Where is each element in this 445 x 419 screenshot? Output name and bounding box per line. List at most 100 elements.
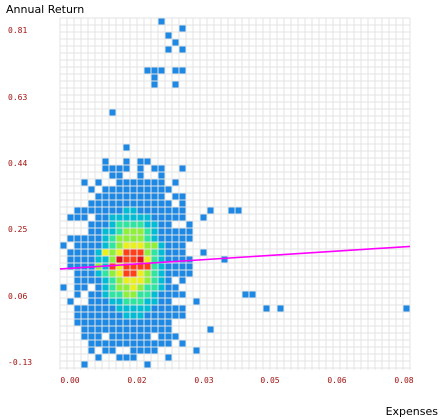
density-cell — [95, 305, 102, 312]
density-cell — [144, 158, 151, 165]
density-cell — [116, 221, 123, 228]
density-cell — [137, 179, 144, 186]
density-cell — [102, 277, 109, 284]
density-cell — [165, 207, 172, 214]
density-cell — [109, 256, 116, 263]
density-cell — [144, 347, 151, 354]
density-cell — [81, 263, 88, 270]
density-cell — [88, 347, 95, 354]
density-cell — [123, 305, 130, 312]
density-cell — [151, 277, 158, 284]
density-cell — [130, 347, 137, 354]
density-cell — [123, 200, 130, 207]
density-cell — [151, 186, 158, 193]
density-cell — [74, 249, 81, 256]
density-cell — [81, 319, 88, 326]
density-cell — [172, 284, 179, 291]
density-cell — [74, 291, 81, 298]
density-cell — [172, 81, 179, 88]
density-cell — [186, 263, 193, 270]
density-cell — [109, 214, 116, 221]
density-cell — [81, 270, 88, 277]
density-cell — [144, 235, 151, 242]
density-cell — [102, 340, 109, 347]
density-cell — [137, 291, 144, 298]
density-cell — [151, 165, 158, 172]
density-cell — [179, 242, 186, 249]
density-cell — [95, 179, 102, 186]
density-cell — [116, 165, 123, 172]
density-cell — [95, 326, 102, 333]
density-cell — [151, 242, 158, 249]
density-cell — [144, 312, 151, 319]
density-cell — [144, 242, 151, 249]
density-cell — [102, 270, 109, 277]
density-cell — [130, 305, 137, 312]
density-cell — [179, 214, 186, 221]
density-cell — [158, 18, 165, 25]
density-cell — [186, 235, 193, 242]
density-cell — [158, 291, 165, 298]
density-cell — [144, 291, 151, 298]
density-cell — [74, 214, 81, 221]
density-cell — [179, 67, 186, 74]
density-cell — [172, 312, 179, 319]
density-cell — [263, 305, 270, 312]
density-cell — [137, 305, 144, 312]
density-cell — [179, 312, 186, 319]
density-cell — [137, 193, 144, 200]
density-cell — [88, 270, 95, 277]
density-cell — [158, 235, 165, 242]
density-cell — [109, 221, 116, 228]
density-cell — [144, 319, 151, 326]
density-cell — [151, 270, 158, 277]
density-cell — [151, 81, 158, 88]
density-cell — [151, 193, 158, 200]
density-cell — [74, 270, 81, 277]
density-cell — [179, 207, 186, 214]
density-cell — [130, 333, 137, 340]
density-cell — [172, 207, 179, 214]
density-cell — [144, 200, 151, 207]
density-cell — [116, 326, 123, 333]
y-tick-label: -0.13 — [8, 358, 32, 367]
density-cell — [95, 333, 102, 340]
density-cell — [81, 312, 88, 319]
density-cell — [88, 221, 95, 228]
density-cell — [74, 319, 81, 326]
density-cell — [172, 270, 179, 277]
density-cell — [137, 263, 144, 270]
density-cell — [158, 214, 165, 221]
density-cell — [151, 263, 158, 270]
density-cell — [81, 333, 88, 340]
density-cell — [95, 298, 102, 305]
density-cell — [102, 193, 109, 200]
density-cell — [116, 228, 123, 235]
density-cell — [95, 354, 102, 361]
density-cell — [151, 249, 158, 256]
density-cell — [130, 284, 137, 291]
density-cell — [102, 165, 109, 172]
density-cell — [144, 298, 151, 305]
density-cell — [116, 354, 123, 361]
density-cell — [81, 284, 88, 291]
density-cell — [67, 263, 74, 270]
density-cell — [116, 305, 123, 312]
density-cell — [123, 312, 130, 319]
density-cell — [179, 256, 186, 263]
density-cell — [102, 235, 109, 242]
density-cell — [186, 270, 193, 277]
density-cell — [144, 249, 151, 256]
density-cell — [95, 193, 102, 200]
density-cell — [144, 186, 151, 193]
density-cell — [158, 228, 165, 235]
density-cell — [221, 256, 228, 263]
density-cell — [88, 277, 95, 284]
density-cell — [74, 305, 81, 312]
density-cell — [151, 319, 158, 326]
density-cell — [109, 249, 116, 256]
density-cell — [165, 228, 172, 235]
density-cell — [109, 333, 116, 340]
density-cell — [158, 319, 165, 326]
density-cell — [81, 361, 88, 368]
